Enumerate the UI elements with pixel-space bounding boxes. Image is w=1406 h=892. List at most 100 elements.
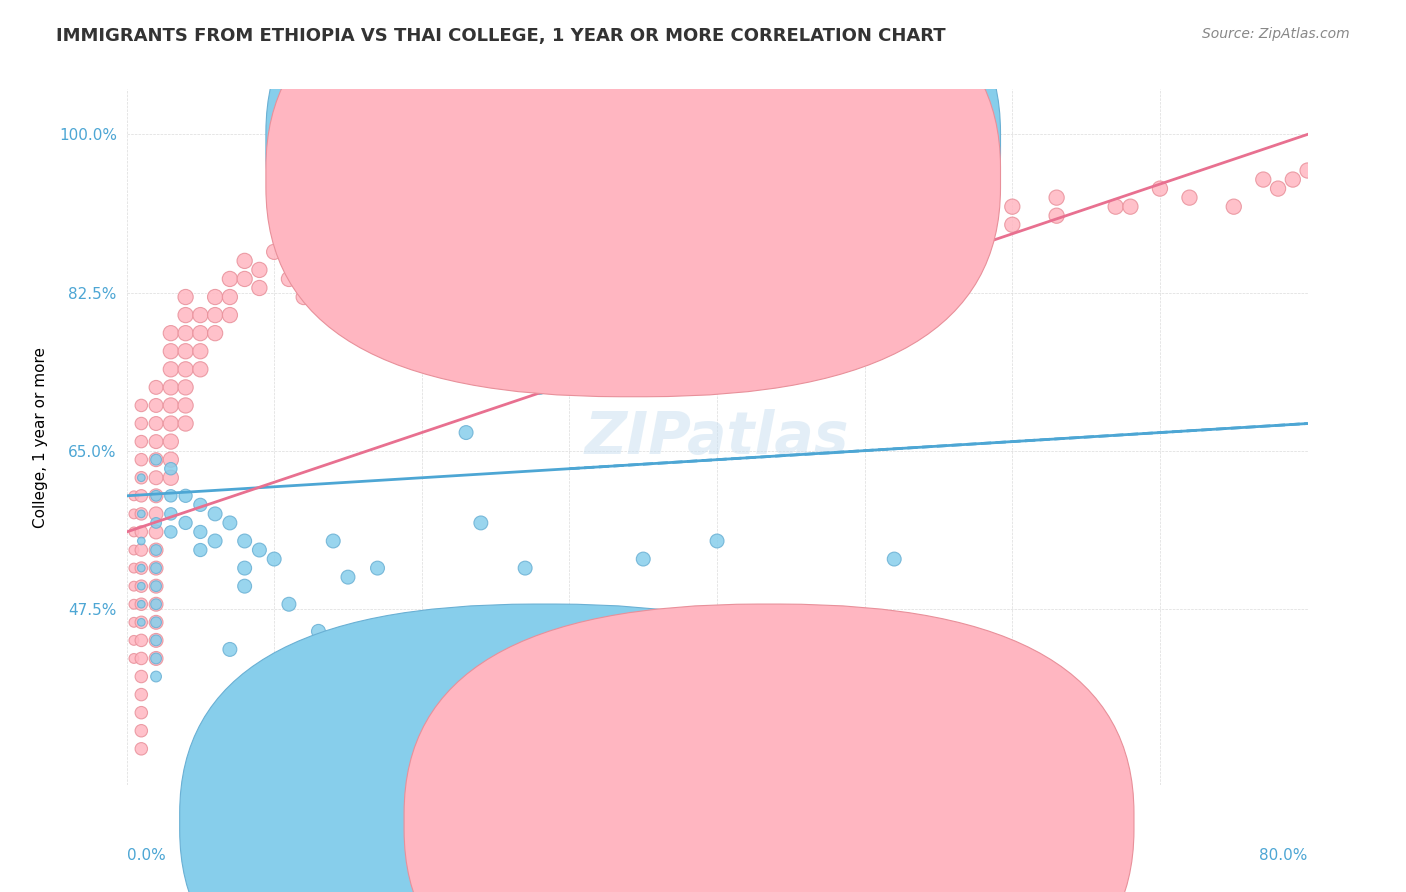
Point (129, 615, 153, 630)
Point (145, 615, 167, 630)
Point (188, 498, 212, 512)
Point (1105, 200, 1128, 214)
Point (145, 516, 167, 530)
Point (129, 597, 153, 611)
Point (129, 434, 153, 449)
Point (706, 533, 728, 548)
Point (233, 253, 256, 268)
Point (188, 543, 212, 558)
Point (470, 516, 492, 530)
Point (129, 579, 153, 593)
Point (129, 561, 153, 575)
Point (129, 706, 153, 720)
Point (188, 524, 212, 539)
Point (1046, 191, 1069, 205)
Point (928, 218, 950, 232)
Point (633, 235, 655, 250)
Point (145, 651, 167, 665)
Point (122, 507, 145, 521)
Point (122, 579, 145, 593)
Point (233, 561, 256, 575)
Point (188, 326, 212, 341)
Point (174, 344, 197, 359)
Point (1282, 172, 1305, 186)
Point (337, 272, 360, 286)
Point (145, 489, 167, 503)
Point (129, 489, 153, 503)
Point (129, 615, 153, 630)
Point (160, 434, 183, 449)
Point (263, 552, 285, 566)
FancyBboxPatch shape (599, 110, 942, 204)
Point (174, 380, 197, 394)
Point (174, 308, 197, 322)
Point (160, 326, 183, 341)
Point (129, 471, 153, 485)
Point (188, 344, 212, 359)
Point (145, 452, 167, 467)
Point (456, 425, 478, 440)
Point (122, 489, 145, 503)
Point (145, 417, 167, 431)
Point (188, 308, 212, 322)
Point (122, 651, 145, 665)
Point (129, 452, 153, 467)
Point (122, 524, 145, 539)
Point (145, 489, 167, 503)
Point (145, 561, 167, 575)
Point (204, 533, 226, 548)
Point (145, 597, 167, 611)
Point (129, 417, 153, 431)
Point (129, 651, 153, 665)
Point (160, 362, 183, 376)
Point (1296, 163, 1319, 178)
Y-axis label: College, 1 year or more: College, 1 year or more (32, 347, 48, 527)
Point (735, 209, 758, 223)
FancyBboxPatch shape (404, 604, 1135, 892)
Point (160, 399, 183, 413)
Point (249, 263, 271, 277)
Text: Immigrants from Ethiopia: Immigrants from Ethiopia (564, 834, 759, 848)
Point (129, 633, 153, 648)
Point (853, 209, 876, 223)
Point (174, 489, 197, 503)
Text: ZIPatlas: ZIPatlas (585, 409, 849, 466)
Point (308, 263, 330, 277)
Point (122, 615, 145, 630)
Point (484, 244, 508, 259)
Point (278, 597, 301, 611)
Point (233, 533, 256, 548)
Point (122, 561, 145, 575)
Point (1267, 181, 1289, 195)
Point (396, 723, 419, 738)
Point (633, 552, 655, 566)
Point (174, 290, 197, 304)
FancyBboxPatch shape (266, 0, 1001, 397)
Point (129, 507, 153, 521)
Point (411, 263, 433, 277)
Point (160, 489, 183, 503)
Point (1149, 181, 1171, 195)
Point (145, 615, 167, 630)
Point (440, 679, 463, 693)
Point (160, 507, 183, 521)
Point (278, 272, 301, 286)
Point (129, 597, 153, 611)
Point (337, 570, 360, 584)
Point (249, 281, 271, 295)
Point (706, 218, 728, 232)
Point (942, 235, 965, 250)
Point (174, 417, 197, 431)
Point (145, 434, 167, 449)
Point (129, 399, 153, 413)
Point (160, 344, 183, 359)
Point (529, 253, 551, 268)
Point (558, 227, 581, 241)
Point (381, 244, 404, 259)
Point (204, 326, 226, 341)
Point (204, 308, 226, 322)
Point (129, 533, 153, 548)
Point (145, 669, 167, 683)
Point (145, 399, 167, 413)
Point (160, 380, 183, 394)
